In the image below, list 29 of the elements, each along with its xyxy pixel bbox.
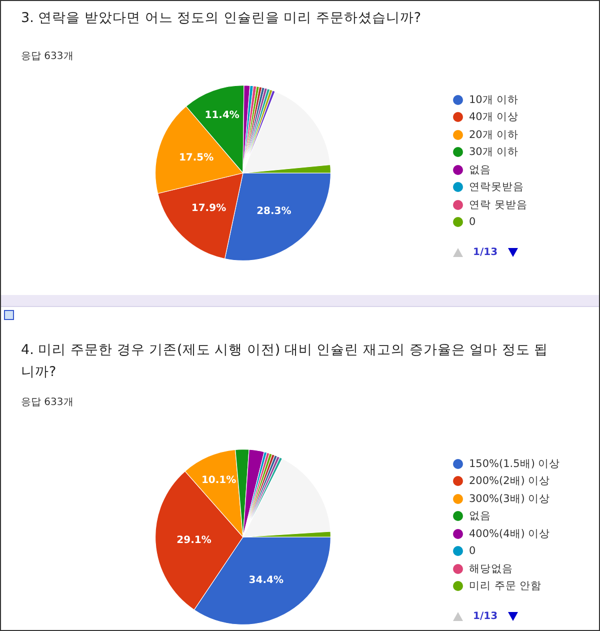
data-label: 17.9% <box>191 202 226 214</box>
legend-label: 400%(4배) 이상 <box>468 526 552 542</box>
legend-label: 미리 주문 안함 <box>468 579 543 594</box>
data-label: 28.3% <box>256 206 292 217</box>
legend-label: 150%(1.5배) 이상 <box>468 456 560 472</box>
data-label: 29.1% <box>176 534 212 546</box>
text: 응답 633개 <box>21 50 74 63</box>
legend-label: 연락 못받음 <box>468 198 528 213</box>
chart-title: 3. 연락을 받았다면 어느 정도의 인슐린을 미리 주문하셨습니까? <box>21 9 422 28</box>
data-label: 10.1% <box>201 475 236 486</box>
legend-label: 해당없음 <box>468 562 514 577</box>
legend-label: 없음 <box>468 509 492 524</box>
legend-label: 20개 이하 <box>468 128 520 143</box>
legend-label: 300%(3배) 이상 <box>468 492 552 507</box>
legend-label: 없음 <box>468 162 492 178</box>
text: 응답 633개 <box>21 396 74 409</box>
legend-label: 30개 이하 <box>468 145 520 160</box>
data-label: 11.4% <box>204 110 240 121</box>
legend-label: 10개 이하 <box>468 92 520 108</box>
text: 1/13 <box>473 611 498 622</box>
data-label: 34.4% <box>248 574 284 586</box>
data-label: 17.5% <box>178 152 214 164</box>
legend-label: 연락못받음 <box>468 180 525 196</box>
legend-label: 0 <box>468 544 477 560</box>
text: 1/13 <box>473 247 498 258</box>
legend-label: 200%(2배) 이상 <box>468 474 552 490</box>
legend-label: 0 <box>468 215 477 230</box>
chart-title: 4. 미리 주문한 경우 기존(제도 시행 이전) 대비 인슐린 재고의 증가율은 얼마 정도 됩니까? <box>21 341 550 382</box>
legend-label: 40개 이상 <box>468 110 520 126</box>
